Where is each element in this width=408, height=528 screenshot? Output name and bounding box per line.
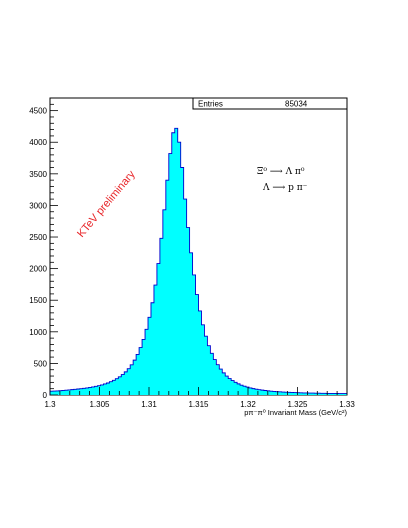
x-tick-label: 1.315 — [188, 400, 209, 409]
decay-line-xi: Ξ⁰ ⟶ Λ π⁰ — [257, 167, 305, 177]
x-tick-label: 1.325 — [287, 400, 308, 409]
y-tick-label: 1500 — [29, 296, 47, 305]
y-tick-label: 2500 — [29, 233, 47, 242]
x-tick-label: 1.31 — [141, 400, 157, 409]
y-tick-label: 3000 — [29, 201, 47, 210]
y-tick-label: 3500 — [29, 170, 47, 179]
y-axis-ticks: 0 500 1000 1500 2000 2500 3000 3500 4000 4500 — [29, 97, 58, 400]
stats-box: Entries 85034 — [192, 97, 348, 110]
y-tick-label: 1000 — [29, 328, 47, 337]
x-tick-label: 1.305 — [89, 400, 110, 409]
x-tick-label: 1.32 — [240, 400, 256, 409]
y-tick-label: 4000 — [29, 138, 47, 147]
x-tick-label: 1.33 — [339, 400, 355, 409]
y-tick-label: 500 — [34, 359, 48, 368]
x-tick-label: 1.3 — [44, 400, 56, 409]
histogram-outline — [49, 127, 347, 395]
histogram-fill — [50, 128, 347, 395]
x-axis-ticks: 1.3 1.305 1.31 1.315 1.32 1.325 1.33 — [44, 387, 355, 409]
preliminary-watermark: KTeV preliminary — [75, 168, 138, 240]
y-tick-label: 0 — [43, 391, 48, 400]
y-tick-label: 2000 — [29, 265, 47, 274]
decay-line-lambda: Λ ⟶ p π⁻ — [262, 183, 308, 193]
x-axis-title: pπ⁻π⁰ Invariant Mass (GeV/c²) — [244, 408, 347, 417]
stats-label: Entries — [198, 100, 223, 109]
stats-value: 85034 — [285, 100, 308, 109]
stats-box-frame — [192, 97, 348, 110]
y-tick-label: 4500 — [29, 107, 47, 116]
